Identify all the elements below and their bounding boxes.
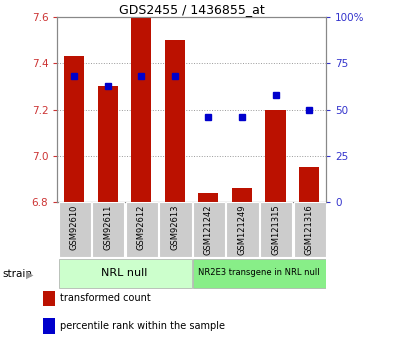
Bar	[92, 202, 124, 257]
Text: NRL null: NRL null	[101, 268, 148, 278]
Text: NR2E3 transgene in NRL null: NR2E3 transgene in NRL null	[198, 268, 320, 277]
Bar	[193, 259, 326, 288]
Bar	[232, 188, 252, 202]
Bar	[165, 40, 185, 202]
Bar	[293, 202, 326, 257]
Bar	[193, 202, 225, 257]
Text: GSM121315: GSM121315	[271, 205, 280, 255]
Text: percentile rank within the sample: percentile rank within the sample	[60, 321, 226, 331]
Text: GSM121242: GSM121242	[204, 205, 213, 255]
Bar	[198, 193, 218, 202]
Text: transformed count: transformed count	[60, 294, 151, 303]
Text: GSM92610: GSM92610	[70, 205, 79, 250]
Bar	[159, 202, 192, 257]
Bar	[58, 202, 91, 257]
Bar	[126, 202, 158, 257]
Title: GDS2455 / 1436855_at: GDS2455 / 1436855_at	[119, 3, 264, 16]
Bar	[260, 202, 292, 257]
Bar	[226, 202, 259, 257]
Bar	[64, 57, 84, 202]
Text: GSM92613: GSM92613	[170, 205, 179, 250]
Text: GSM121249: GSM121249	[237, 205, 246, 255]
Text: GSM121316: GSM121316	[305, 205, 314, 255]
Bar	[98, 87, 118, 202]
Bar	[299, 167, 319, 202]
Bar	[265, 110, 286, 202]
Text: GSM92612: GSM92612	[137, 205, 146, 250]
Bar	[58, 259, 192, 288]
Bar	[131, 17, 151, 202]
Text: ▶: ▶	[26, 269, 33, 279]
Text: strain: strain	[2, 269, 32, 279]
Text: GSM92611: GSM92611	[103, 205, 112, 250]
